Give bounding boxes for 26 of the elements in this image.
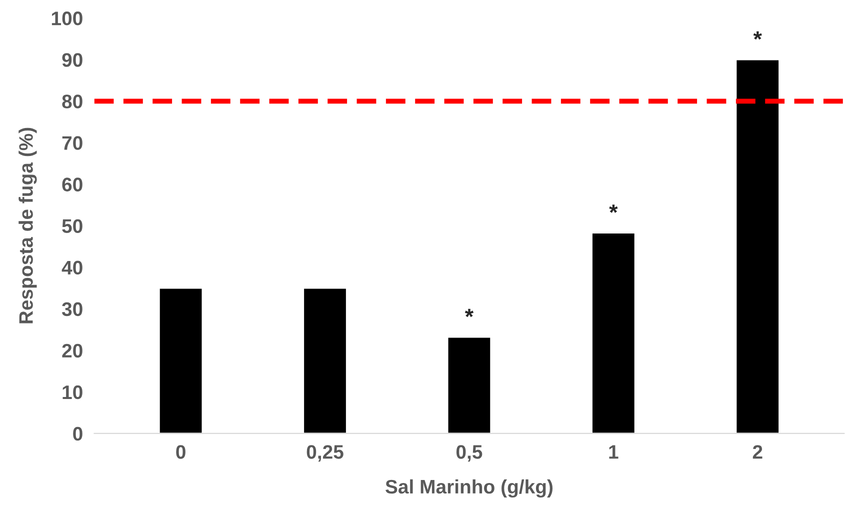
y-tick-label: 40: [62, 260, 82, 275]
bar: [158, 287, 204, 434]
y-tick-label: 10: [62, 385, 82, 400]
annotation: *: [464, 308, 474, 318]
bar: [302, 287, 348, 434]
y-tick-label: 50: [62, 219, 82, 233]
y-tick-label: 30: [62, 302, 82, 316]
x-tick-label: 0: [176, 445, 186, 459]
y-axis-title: Resposta de fuga (%): [18, 128, 37, 324]
y-tick-label: 20: [62, 344, 82, 358]
x-tick-label: 2: [752, 445, 762, 459]
y-tick-label: 60: [62, 178, 82, 192]
x-tick-label: 1: [609, 445, 618, 459]
annotation: *: [753, 31, 762, 40]
x-tick-label: 0,25: [306, 445, 344, 462]
y-tick-label: 100: [52, 12, 82, 26]
bar: [591, 232, 636, 434]
x-axis-title: Sal Marinho (g/kg): [386, 479, 553, 498]
y-tick-label: 0: [73, 426, 82, 441]
bar: [446, 336, 492, 434]
y-tick-label: 70: [62, 136, 82, 150]
y-tick-label: 80: [62, 94, 82, 108]
y-tick-label: 90: [62, 53, 82, 67]
annotation: *: [609, 204, 618, 213]
bar: [735, 58, 780, 434]
x-tick-label: 0,5: [456, 445, 482, 462]
